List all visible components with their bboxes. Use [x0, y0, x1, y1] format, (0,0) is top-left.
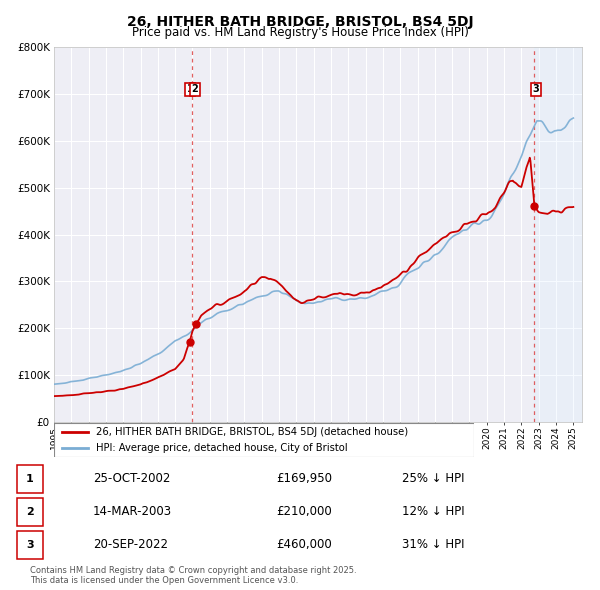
Text: 2: 2: [26, 507, 34, 517]
Bar: [535, 47, 582, 422]
Text: Price paid vs. HM Land Registry's House Price Index (HPI): Price paid vs. HM Land Registry's House …: [131, 26, 469, 39]
Text: 26, HITHER BATH BRIDGE, BRISTOL, BS4 5DJ (detached house): 26, HITHER BATH BRIDGE, BRISTOL, BS4 5DJ…: [96, 427, 408, 437]
Text: 3: 3: [533, 84, 539, 94]
Text: £169,950: £169,950: [276, 472, 332, 486]
Text: 25% ↓ HPI: 25% ↓ HPI: [402, 472, 464, 486]
Text: 1: 1: [187, 84, 193, 94]
Text: 26, HITHER BATH BRIDGE, BRISTOL, BS4 5DJ: 26, HITHER BATH BRIDGE, BRISTOL, BS4 5DJ: [127, 15, 473, 29]
FancyBboxPatch shape: [54, 423, 474, 457]
Text: £210,000: £210,000: [276, 505, 332, 519]
Text: 2: 2: [192, 84, 199, 94]
Text: 1: 1: [26, 474, 34, 484]
FancyBboxPatch shape: [17, 466, 43, 493]
FancyBboxPatch shape: [17, 532, 43, 559]
Text: 20-SEP-2022: 20-SEP-2022: [93, 538, 168, 552]
Text: HPI: Average price, detached house, City of Bristol: HPI: Average price, detached house, City…: [96, 442, 347, 453]
Text: Contains HM Land Registry data © Crown copyright and database right 2025.
This d: Contains HM Land Registry data © Crown c…: [30, 566, 356, 585]
Text: 14-MAR-2003: 14-MAR-2003: [93, 505, 172, 519]
Text: 12% ↓ HPI: 12% ↓ HPI: [402, 505, 464, 519]
FancyBboxPatch shape: [17, 499, 43, 526]
Text: 3: 3: [26, 540, 34, 550]
Text: £460,000: £460,000: [276, 538, 332, 552]
Text: 25-OCT-2002: 25-OCT-2002: [93, 472, 170, 486]
Text: 31% ↓ HPI: 31% ↓ HPI: [402, 538, 464, 552]
